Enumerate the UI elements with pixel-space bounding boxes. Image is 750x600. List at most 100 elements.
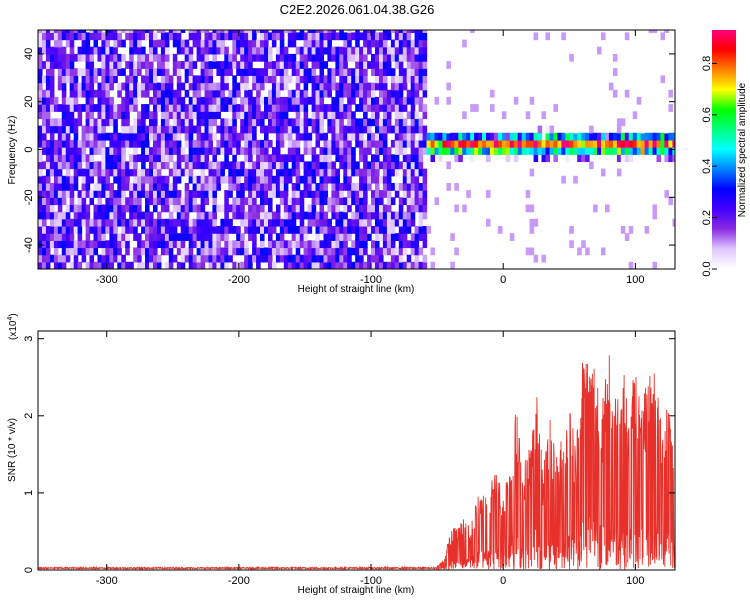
spectrogram-cell [89,218,95,227]
spectrogram-cell [371,261,376,269]
spectrogram-cell [279,175,285,184]
spectrogram-cell [394,82,400,91]
spectrogram-cell [129,197,134,206]
spectrogram-cell [145,168,150,177]
spectrogram-cell [228,139,233,148]
spectrogram-cell [343,183,348,191]
spectrogram-cell [291,53,297,62]
spectrogram-cell [101,154,106,163]
spectrogram-cell [386,204,392,213]
spectrogram-cell [248,53,253,62]
spectrogram-cell [101,75,106,84]
spectrogram-cell [101,183,106,191]
spectrogram-cell [113,147,118,155]
spectrogram-cell [97,190,103,198]
spectrogram-cell [275,118,281,127]
spectrogram-cell [145,82,150,91]
spectrogram-cell [133,247,138,256]
spectrogram-cell [367,218,372,227]
spectrogram-cell [279,118,285,127]
spectrogram-cell [248,96,253,105]
spectrogram-cell [244,111,249,120]
spectrogram-cell [45,53,51,62]
spectrogram-cell [331,147,336,155]
spectrogram-cell [616,118,622,127]
spectrogram-cell [307,247,313,256]
spectrogram-cell [371,247,376,256]
spectrogram-cell [565,139,570,148]
spectrogram-cell [268,168,273,177]
spectrogram-cell [283,218,289,227]
spectrogram-cell [81,175,87,184]
spectrogram-cell [49,104,55,112]
spectrogram-cell [61,82,67,91]
spectrogram-cell [597,46,602,55]
spectrogram-cell [307,254,313,263]
spectrogram-cell [61,61,67,69]
spectrogram-cell [248,226,253,234]
spectrogram-cell [141,75,146,84]
spectrogram-cell [57,183,63,191]
spectrogram-cell [402,82,408,91]
spectrogram-cell [57,132,63,141]
spectrogram-cell [77,204,83,213]
spectrogram-cell [97,211,103,220]
spectrogram-cell [184,247,190,256]
spectrogram-cell [212,154,217,163]
spectrogram-cell [176,75,182,84]
spectrogram-cell [97,139,103,148]
spectrogram-cell [359,204,364,213]
spectrogram-cell [137,89,142,98]
spectrogram-cell [379,125,384,134]
spectrogram-cell [355,247,360,256]
spectrogram-cell [220,96,225,105]
spectrogram-cell [315,61,321,69]
spectrogram-cell [581,240,586,249]
spectrogram-cell [160,247,166,256]
spectrogram-cell [386,118,392,127]
spectrogram-cell [291,218,297,227]
spectrogram-cell [573,139,578,148]
spectrogram-cell [248,168,253,177]
spectrogram-cell [145,139,150,148]
spectrogram-cell [271,147,277,155]
spectrogram-cell [410,75,416,84]
spectrogram-cell [279,168,285,177]
spectrogram-cell [248,261,253,269]
spectrogram-cell [38,226,43,234]
spectrogram-cell [402,118,408,127]
spectrogram-cell [398,75,404,84]
spectrogram-cell [93,233,99,241]
spectrogram-cell [640,147,646,155]
spectrogram-cell [331,240,336,249]
spectrogram-cell [379,211,384,220]
spectrogram-cell [45,254,51,263]
spectrogram-cell [141,240,146,249]
spectrogram-cell [347,30,352,33]
spectrogram-cell [414,139,420,148]
spectrogram-cell [406,175,412,184]
spectrogram-cell [81,168,87,177]
spectrogram-cell [200,240,206,249]
spectrogram-cell [69,183,75,191]
spectrogram-cell [315,118,321,127]
spectrogram-cell [105,190,110,198]
spectrogram-cell [490,132,495,141]
spectrogram-cell [212,111,217,120]
spectrogram-cell [252,96,257,105]
spectrogram-cell [327,247,332,256]
spectrogram-cell [208,68,214,76]
spectrogram-cell [668,139,673,148]
spectrogram-cell [315,211,321,220]
spectrogram-cell [133,39,138,48]
spectrogram-cell [168,240,174,249]
spectrogram-cell [45,190,51,198]
spectrogram-cell [335,46,340,55]
spectrogram-cell [275,254,281,263]
spectrogram-cell [160,233,166,241]
spectrogram-cell [585,132,590,141]
spectrogram-cell [117,240,122,249]
spectrogram-cell [398,183,404,191]
spectrogram-cell [192,197,198,206]
spectrogram-cell [283,104,289,112]
